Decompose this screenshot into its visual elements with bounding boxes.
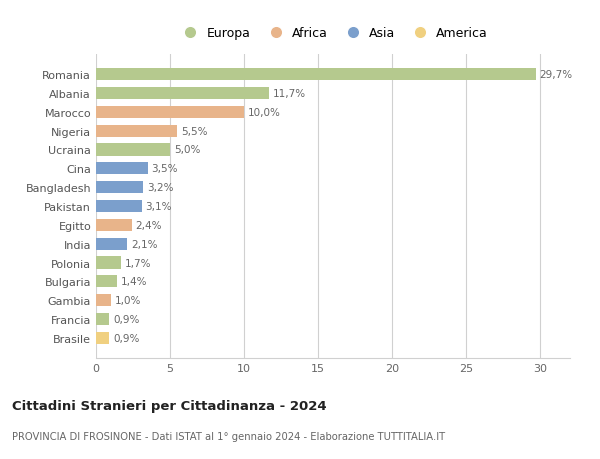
- Bar: [96, 201, 142, 213]
- Text: 1,4%: 1,4%: [121, 277, 147, 287]
- Text: 0,9%: 0,9%: [113, 333, 139, 343]
- Bar: [96, 88, 269, 100]
- Text: 1,7%: 1,7%: [125, 258, 151, 268]
- Bar: [96, 276, 117, 288]
- Text: 10,0%: 10,0%: [248, 107, 281, 118]
- Bar: [96, 219, 131, 231]
- Bar: [96, 332, 109, 344]
- Bar: [96, 69, 536, 81]
- Text: 5,5%: 5,5%: [181, 126, 208, 136]
- Text: 11,7%: 11,7%: [273, 89, 306, 99]
- Text: 5,0%: 5,0%: [174, 145, 200, 155]
- Text: 3,5%: 3,5%: [152, 164, 178, 174]
- Bar: [96, 106, 244, 119]
- Text: 29,7%: 29,7%: [539, 70, 573, 80]
- Text: 3,1%: 3,1%: [146, 202, 172, 212]
- Bar: [96, 238, 127, 250]
- Bar: [96, 182, 143, 194]
- Text: 2,1%: 2,1%: [131, 239, 157, 249]
- Bar: [96, 163, 148, 175]
- Bar: [96, 294, 111, 307]
- Text: 1,0%: 1,0%: [115, 296, 141, 306]
- Text: 0,9%: 0,9%: [113, 314, 139, 325]
- Text: Cittadini Stranieri per Cittadinanza - 2024: Cittadini Stranieri per Cittadinanza - 2…: [12, 399, 326, 412]
- Text: 2,4%: 2,4%: [135, 220, 162, 230]
- Legend: Europa, Africa, Asia, America: Europa, Africa, Asia, America: [173, 22, 493, 45]
- Bar: [96, 313, 109, 325]
- Text: PROVINCIA DI FROSINONE - Dati ISTAT al 1° gennaio 2024 - Elaborazione TUTTITALIA: PROVINCIA DI FROSINONE - Dati ISTAT al 1…: [12, 431, 445, 442]
- Bar: [96, 144, 170, 156]
- Bar: [96, 125, 178, 137]
- Text: 3,2%: 3,2%: [147, 183, 173, 193]
- Bar: [96, 257, 121, 269]
